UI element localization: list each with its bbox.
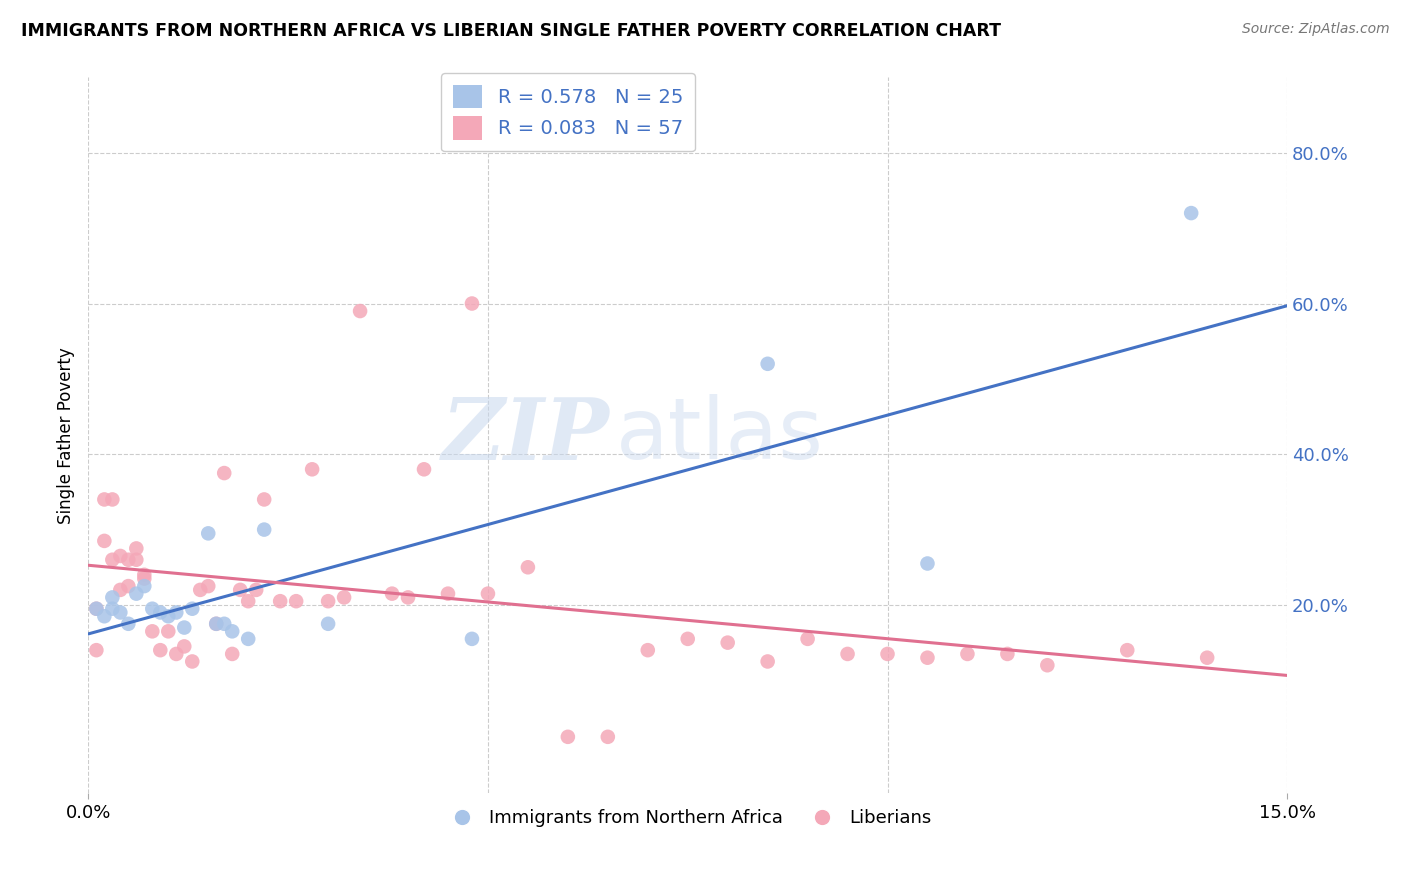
Point	[316, 594, 339, 608]
Point	[396, 591, 419, 605]
Point	[796, 632, 818, 646]
Point	[101, 601, 124, 615]
Point	[349, 304, 371, 318]
Point	[141, 601, 163, 615]
Point	[253, 523, 276, 537]
Point	[110, 549, 132, 563]
Point	[110, 606, 132, 620]
Point	[837, 647, 859, 661]
Point	[917, 557, 939, 571]
Point	[285, 594, 308, 608]
Point	[205, 616, 228, 631]
Point	[86, 601, 108, 615]
Point	[205, 616, 228, 631]
Point	[477, 587, 499, 601]
Point	[117, 579, 139, 593]
Point	[110, 582, 132, 597]
Point	[101, 553, 124, 567]
Point	[876, 647, 898, 661]
Point	[149, 643, 172, 657]
Point	[221, 624, 243, 639]
Point	[181, 601, 204, 615]
Point	[101, 492, 124, 507]
Text: atlas: atlas	[616, 394, 824, 477]
Point	[173, 621, 195, 635]
Text: ZIP: ZIP	[441, 393, 610, 477]
Point	[676, 632, 699, 646]
Point	[1180, 206, 1202, 220]
Point	[437, 587, 460, 601]
Point	[316, 616, 339, 631]
Point	[197, 579, 219, 593]
Point	[117, 616, 139, 631]
Point	[756, 357, 779, 371]
Point	[197, 526, 219, 541]
Text: IMMIGRANTS FROM NORTHERN AFRICA VS LIBERIAN SINGLE FATHER POVERTY CORRELATION CH: IMMIGRANTS FROM NORTHERN AFRICA VS LIBER…	[21, 22, 1001, 40]
Point	[269, 594, 291, 608]
Point	[125, 553, 148, 567]
Point	[86, 643, 108, 657]
Point	[212, 616, 235, 631]
Point	[165, 606, 187, 620]
Point	[1116, 643, 1139, 657]
Text: Source: ZipAtlas.com: Source: ZipAtlas.com	[1241, 22, 1389, 37]
Point	[245, 582, 267, 597]
Point	[253, 492, 276, 507]
Point	[93, 609, 115, 624]
Point	[221, 647, 243, 661]
Point	[134, 579, 156, 593]
Point	[596, 730, 619, 744]
Point	[756, 655, 779, 669]
Point	[461, 296, 484, 310]
Point	[557, 730, 579, 744]
Point	[125, 587, 148, 601]
Point	[181, 655, 204, 669]
Point	[995, 647, 1018, 661]
Point	[238, 632, 260, 646]
Point	[238, 594, 260, 608]
Point	[1036, 658, 1059, 673]
Point	[93, 533, 115, 548]
Point	[956, 647, 979, 661]
Point	[717, 635, 740, 649]
Point	[157, 609, 180, 624]
Point	[229, 582, 252, 597]
Point	[141, 624, 163, 639]
Point	[157, 624, 180, 639]
Point	[516, 560, 538, 574]
Point	[413, 462, 436, 476]
Point	[1197, 650, 1219, 665]
Point	[86, 601, 108, 615]
Point	[333, 591, 356, 605]
Point	[117, 553, 139, 567]
Point	[101, 591, 124, 605]
Point	[301, 462, 323, 476]
Point	[637, 643, 659, 657]
Point	[149, 606, 172, 620]
Point	[134, 567, 156, 582]
Y-axis label: Single Father Poverty: Single Father Poverty	[58, 347, 75, 524]
Point	[125, 541, 148, 556]
Point	[93, 492, 115, 507]
Point	[212, 466, 235, 480]
Point	[173, 640, 195, 654]
Point	[461, 632, 484, 646]
Point	[165, 647, 187, 661]
Point	[917, 650, 939, 665]
Point	[188, 582, 211, 597]
Point	[381, 587, 404, 601]
Legend: Immigrants from Northern Africa, Liberians: Immigrants from Northern Africa, Liberia…	[436, 802, 939, 834]
Point	[134, 572, 156, 586]
